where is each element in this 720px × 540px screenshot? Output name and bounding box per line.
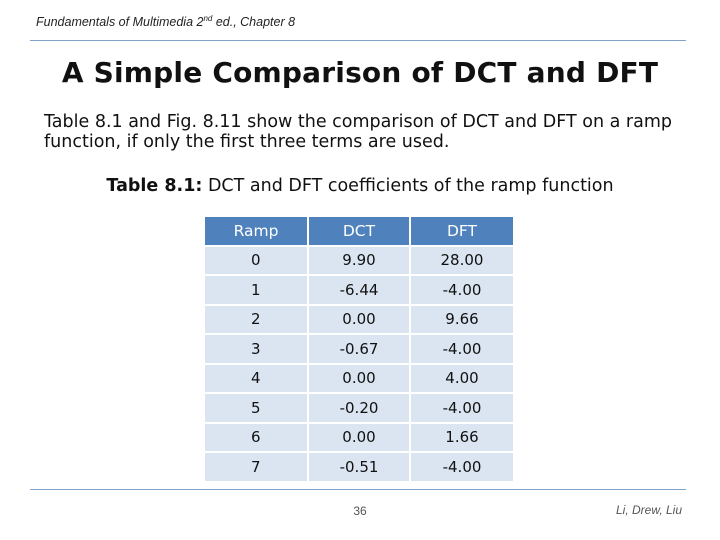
ramp-cell: 1: [205, 276, 309, 306]
ramp-cell: 5: [205, 394, 309, 424]
header-dct: DCT: [309, 217, 411, 247]
dct-cell: 0.00: [309, 305, 411, 335]
dct-cell: 0.00: [309, 364, 411, 394]
table-row: 6 0.00 1.66: [205, 423, 515, 453]
slide-title: A Simple Comparison of DCT and DFT: [61, 56, 659, 89]
footer-divider: [30, 489, 686, 490]
header-suffix: ed., Chapter 8: [212, 15, 296, 30]
dct-cell: 0.00: [309, 423, 411, 453]
header-divider: [30, 40, 686, 41]
dft-cell: -4.00: [411, 453, 515, 483]
dft-cell: -4.00: [411, 276, 515, 306]
dft-cell: -4.00: [411, 394, 515, 424]
dft-cell: 4.00: [411, 364, 515, 394]
ramp-cell: 2: [205, 305, 309, 335]
dct-cell: -0.67: [309, 335, 411, 365]
slide-header: Fundamentals of Multimedia 2nd ed., Chap…: [36, 14, 295, 29]
table-row: 7 -0.51 -4.00: [205, 453, 515, 483]
table-row: 2 0.00 9.66: [205, 305, 515, 335]
dct-cell: -0.20: [309, 394, 411, 424]
dct-cell: 9.90: [309, 246, 411, 276]
page-number: 36: [353, 504, 367, 518]
ramp-cell: 6: [205, 423, 309, 453]
table-row: 4 0.00 4.00: [205, 364, 515, 394]
dft-cell: 1.66: [411, 423, 515, 453]
ramp-cell: 7: [205, 453, 309, 483]
dft-cell: -4.00: [411, 335, 515, 365]
table-row: 3 -0.67 -4.00: [205, 335, 515, 365]
dct-cell: -6.44: [309, 276, 411, 306]
header-dft: DFT: [411, 217, 515, 247]
ramp-cell: 4: [205, 364, 309, 394]
table-caption: Table 8.1: DCT and DFT coefficients of t…: [0, 176, 720, 196]
dft-cell: 28.00: [411, 246, 515, 276]
ramp-cell: 0: [205, 246, 309, 276]
table-row: 5 -0.20 -4.00: [205, 394, 515, 424]
dft-cell: 9.66: [411, 305, 515, 335]
header-superscript: nd: [203, 14, 213, 23]
footer-authors: Li, Drew, Liu: [615, 503, 682, 517]
dct-cell: -0.51: [309, 453, 411, 483]
table-row: 0 9.90 28.00: [205, 246, 515, 276]
header-ramp: Ramp: [205, 217, 309, 247]
table-caption-text: DCT and DFT coefficients of the ramp fun…: [202, 176, 614, 196]
table-header-row: Ramp DCT DFT: [205, 217, 515, 247]
body-paragraph: Table 8.1 and Fig. 8.11 show the compari…: [44, 112, 673, 152]
table-caption-label: Table 8.1:: [106, 176, 203, 196]
ramp-cell: 3: [205, 335, 309, 365]
header-prefix: Fundamentals of Multimedia 2: [36, 15, 204, 30]
coefficients-table: Ramp DCT DFT 0 9.90 28.00 1 -6.44 -4.00 …: [205, 217, 515, 483]
table-row: 1 -6.44 -4.00: [205, 276, 515, 306]
